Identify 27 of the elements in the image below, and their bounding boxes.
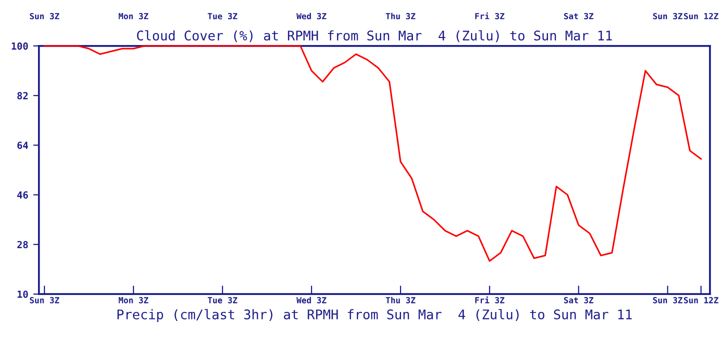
- x-tick-label: Sun 12Z: [684, 297, 718, 304]
- y-tick-label: 100: [12, 42, 28, 50]
- x-tick-label: Wed 3Z: [296, 296, 326, 304]
- category-label: Mon 3Z: [118, 12, 148, 20]
- x-axis-title: Precip (cm/last 3hr) at RPMH from Sun Mar 4 (Zulu) to Sun Mar 11: [118, 309, 632, 322]
- y-tick-label: 64: [17, 142, 28, 150]
- category-label: Fri 3Z: [475, 12, 504, 20]
- chart-title: Cloud Cover (%) at RPMH from Sun Mar 4 (Zulu) to Sun Mar 11: [136, 30, 612, 42]
- category-label: Thu 3Z: [386, 12, 416, 20]
- category-label: Wed 3Z: [296, 12, 326, 20]
- x-tick-label: Sat 3Z: [564, 297, 594, 304]
- y-tick-label: 28: [17, 240, 28, 248]
- x-tick-label: Mon 3Z: [118, 297, 148, 304]
- category-label: Tue 3Z: [208, 12, 238, 20]
- category-label: Sat 3Z: [564, 12, 594, 20]
- y-tick-label: 10: [18, 290, 28, 298]
- category-label: Sun 12Z: [684, 12, 718, 20]
- category-label: Sun 3Z: [30, 12, 60, 20]
- category-label: Sun 3Z: [653, 12, 682, 20]
- x-tick-label: Thu 3Z: [386, 296, 416, 304]
- x-tick-label: Sun 3Z: [653, 297, 682, 304]
- x-tick-label: Tue 3Z: [208, 297, 238, 304]
- line-series: [44, 45, 702, 262]
- y-tick-label: 82: [17, 92, 28, 100]
- x-tick-label: Fri 3Z: [475, 296, 504, 304]
- y-tick-label: 46: [17, 191, 28, 199]
- x-tick-label: Sun 3Z: [30, 297, 60, 304]
